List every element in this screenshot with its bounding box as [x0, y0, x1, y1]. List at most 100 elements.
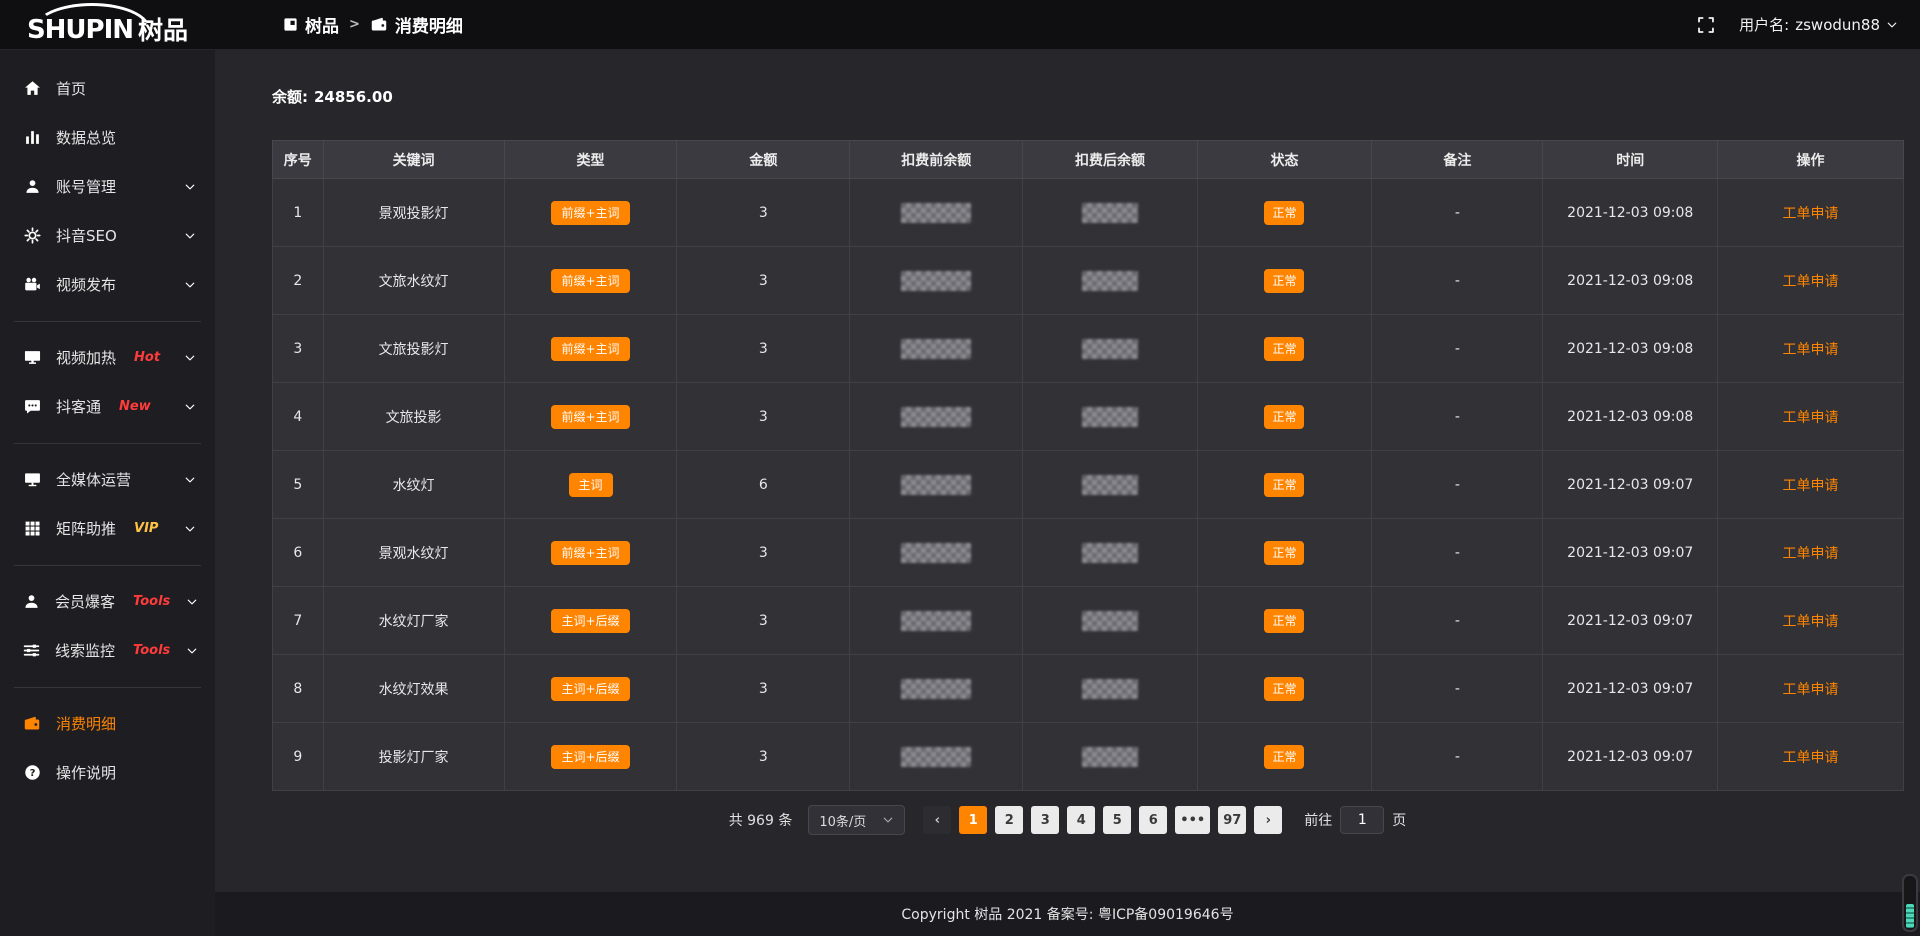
work-order-link[interactable]: 工单申请 — [1782, 205, 1839, 222]
cell-amount: 3 — [676, 722, 851, 791]
page-button-2[interactable]: 2 — [995, 806, 1024, 834]
sidebar-item-7[interactable]: 抖客通 New — [0, 382, 215, 431]
cell-balance-before — [849, 178, 1024, 247]
scrollbar-thumb[interactable] — [1906, 904, 1914, 928]
column-header-2: 类型 — [503, 140, 678, 179]
breadcrumb-item-current: 消费明细 — [370, 12, 463, 37]
cell-index: 4 — [272, 382, 324, 451]
consumption-table-wrap: 序号 关键词 类型 金额 扣费前余额 扣费后余额 状态 备注 时间 操作 1 景观投影灯 前缀+主… — [272, 140, 1904, 791]
page-size-select[interactable]: 10条/页 — [808, 805, 906, 835]
next-page-button[interactable]: › — [1254, 806, 1283, 834]
sidebar-item-6[interactable]: 视频加热 Hot — [0, 333, 215, 382]
sidebar-item-10[interactable]: 矩阵助推 VIP — [0, 504, 215, 553]
sidebar-item-0[interactable]: 首页 — [0, 64, 215, 113]
app-grid-icon — [283, 17, 298, 32]
table-header-row: 序号 关键词 类型 金额 扣费前余额 扣费后余额 状态 备注 时间 操作 — [272, 140, 1904, 179]
cell-remark: - — [1371, 178, 1544, 247]
status-badge: 正常 — [1264, 200, 1305, 225]
breadcrumb-item-home[interactable]: 树品 — [283, 12, 339, 37]
cell-balance-before — [849, 314, 1024, 383]
cell-keyword: 景观水纹灯 — [322, 518, 505, 587]
page-button-6[interactable]: 6 — [1139, 806, 1168, 834]
chevron-down-icon — [181, 230, 199, 242]
fullscreen-icon[interactable] — [1697, 16, 1715, 34]
cell-type: 前缀+主词 — [503, 246, 678, 315]
work-order-link[interactable]: 工单申请 — [1782, 477, 1839, 494]
sidebar-item-label: 视频发布 — [56, 276, 117, 294]
cell-status: 正常 — [1196, 586, 1373, 655]
username-value: zswodun88 — [1795, 15, 1880, 34]
sidebar-item-15[interactable]: 消费明细 — [0, 699, 215, 748]
chevron-down-icon — [185, 596, 199, 608]
cell-status: 正常 — [1196, 178, 1373, 247]
cell-remark: - — [1371, 450, 1544, 519]
type-badge: 前缀+主词 — [551, 404, 630, 429]
cell-keyword: 文旅投影 — [322, 382, 505, 451]
cell-type: 主词+后缀 — [503, 722, 678, 791]
display-icon — [23, 471, 41, 488]
cell-keyword: 投影灯厂家 — [322, 722, 505, 791]
goto-page-input[interactable] — [1340, 806, 1385, 834]
status-badge: 正常 — [1264, 336, 1305, 361]
page-button-97[interactable]: 97 — [1218, 806, 1247, 834]
sidebar-item-2[interactable]: 账号管理 — [0, 162, 215, 211]
logo-arc — [34, 3, 150, 29]
cell-time: 2021-12-03 09:08 — [1542, 178, 1718, 247]
status-badge: 正常 — [1264, 404, 1305, 429]
sidebar-item-9[interactable]: 全媒体运营 — [0, 455, 215, 504]
topbar-right: 用户名: zswodun88 — [1697, 14, 1920, 35]
page-button-1[interactable]: 1 — [959, 806, 988, 834]
page-button-4[interactable]: 4 — [1067, 806, 1096, 834]
app-logo[interactable]: SHUPIN 树品 — [0, 0, 215, 49]
cell-keyword: 景观投影灯 — [322, 178, 505, 247]
sidebar-item-4[interactable]: 视频发布 — [0, 260, 215, 309]
cell-time: 2021-12-03 09:07 — [1542, 586, 1718, 655]
page-ellipsis[interactable]: ••• — [1175, 806, 1211, 834]
user-icon — [23, 593, 40, 610]
main-content: 余额: 24856.00 序号 关键词 类型 金额 扣费前余额 扣费后余额 状态 备注 时间 操作 … — [215, 50, 1920, 936]
sidebar-item-12[interactable]: 会员爆客 Tools — [0, 577, 215, 626]
work-order-link[interactable]: 工单申请 — [1782, 545, 1839, 562]
cell-type: 主词+后缀 — [503, 586, 678, 655]
chevron-down-icon — [185, 645, 199, 657]
bar-chart-icon — [23, 129, 41, 146]
sidebar-item-label: 操作说明 — [56, 764, 117, 782]
gear-icon — [23, 227, 41, 244]
cell-keyword: 文旅水纹灯 — [322, 246, 505, 315]
work-order-link[interactable]: 工单申请 — [1782, 409, 1839, 426]
chevron-down-icon — [181, 352, 199, 364]
sidebar-item-3[interactable]: 抖音SEO — [0, 211, 215, 260]
sidebar-item-13[interactable]: 线索监控 Tools — [0, 626, 215, 675]
sidebar-item-label: 线索监控 — [55, 642, 116, 660]
sliders-icon — [23, 642, 40, 659]
page-button-3[interactable]: 3 — [1031, 806, 1060, 834]
cell-status: 正常 — [1196, 518, 1373, 587]
sidebar-item-label: 会员爆客 — [55, 593, 116, 611]
scrollbar-widget[interactable] — [1902, 874, 1918, 932]
work-order-link[interactable]: 工单申请 — [1782, 613, 1839, 630]
cell-time: 2021-12-03 09:08 — [1542, 382, 1718, 451]
cell-status: 正常 — [1196, 722, 1373, 791]
sidebar-item-1[interactable]: 数据总览 — [0, 113, 215, 162]
work-order-link[interactable]: 工单申请 — [1782, 273, 1839, 290]
balance-label: 余额: — [272, 88, 308, 106]
work-order-link[interactable]: 工单申请 — [1782, 749, 1839, 766]
redacted-balance-before — [901, 678, 972, 699]
work-order-link[interactable]: 工单申请 — [1782, 681, 1839, 698]
prev-page-button[interactable]: ‹ — [923, 806, 952, 834]
column-header-4: 扣费前余额 — [849, 140, 1024, 179]
chat-icon — [23, 398, 41, 415]
page-button-5[interactable]: 5 — [1103, 806, 1132, 834]
sidebar-item-16[interactable]: ? 操作说明 — [0, 748, 215, 797]
type-badge: 主词+后缀 — [551, 608, 630, 633]
column-header-0: 序号 — [272, 140, 324, 179]
table-row: 9 投影灯厂家 主词+后缀 3 正常 - 2021-12-03 09:07 工单… — [272, 722, 1904, 791]
cell-balance-after — [1022, 722, 1198, 791]
cell-balance-after — [1022, 450, 1198, 519]
user-menu[interactable]: 用户名: zswodun88 — [1739, 14, 1898, 35]
cell-status: 正常 — [1196, 382, 1373, 451]
work-order-link[interactable]: 工单申请 — [1782, 341, 1839, 358]
cell-remark: - — [1371, 382, 1544, 451]
cell-balance-before — [849, 586, 1024, 655]
redacted-balance-after — [1081, 406, 1138, 427]
